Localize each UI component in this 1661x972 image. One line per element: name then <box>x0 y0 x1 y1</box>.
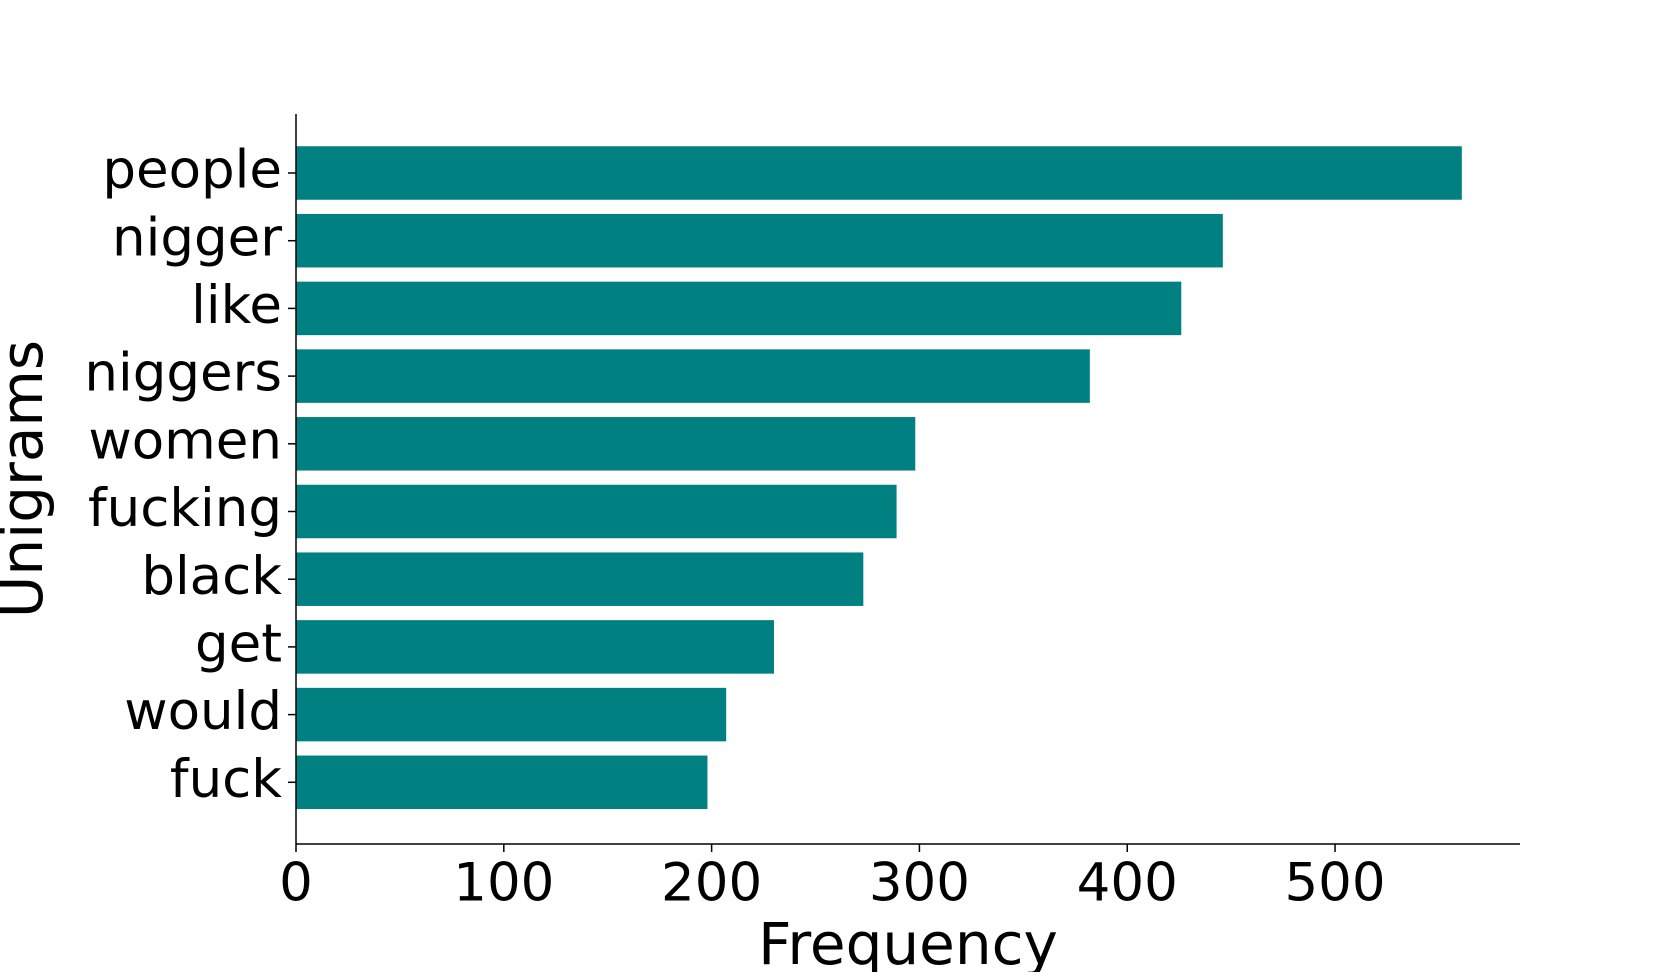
x-tick-label: 100 <box>453 853 554 914</box>
bar <box>296 213 1223 268</box>
y-tick-label: get <box>195 614 282 675</box>
y-tick-label: niggers <box>84 343 282 404</box>
bar <box>296 620 774 674</box>
x-tick-label: 200 <box>661 853 762 914</box>
x-axis-label: Frequency <box>758 910 1058 972</box>
x-tick-label: 400 <box>1077 853 1178 914</box>
y-tick-label: like <box>191 275 282 336</box>
bar <box>296 755 708 810</box>
bar <box>296 281 1182 336</box>
x-tick-label: 300 <box>869 853 970 914</box>
bar <box>296 146 1462 200</box>
y-tick-label: fucking <box>88 478 282 539</box>
y-tick-label: nigger <box>112 207 282 268</box>
bar <box>296 552 864 606</box>
y-tick-label: black <box>141 546 282 607</box>
y-tick-label: fuck <box>170 749 282 810</box>
x-tick-label: 500 <box>1284 853 1385 914</box>
bar <box>296 484 897 539</box>
y-tick-label: women <box>88 410 282 471</box>
bar <box>296 687 727 742</box>
y-axis-label: Unigrams <box>0 340 56 618</box>
bar <box>296 349 1090 403</box>
bar <box>296 417 916 471</box>
y-tick-label: would <box>124 681 282 742</box>
x-tick-label: 0 <box>279 853 313 914</box>
y-tick-label: people <box>102 140 282 201</box>
